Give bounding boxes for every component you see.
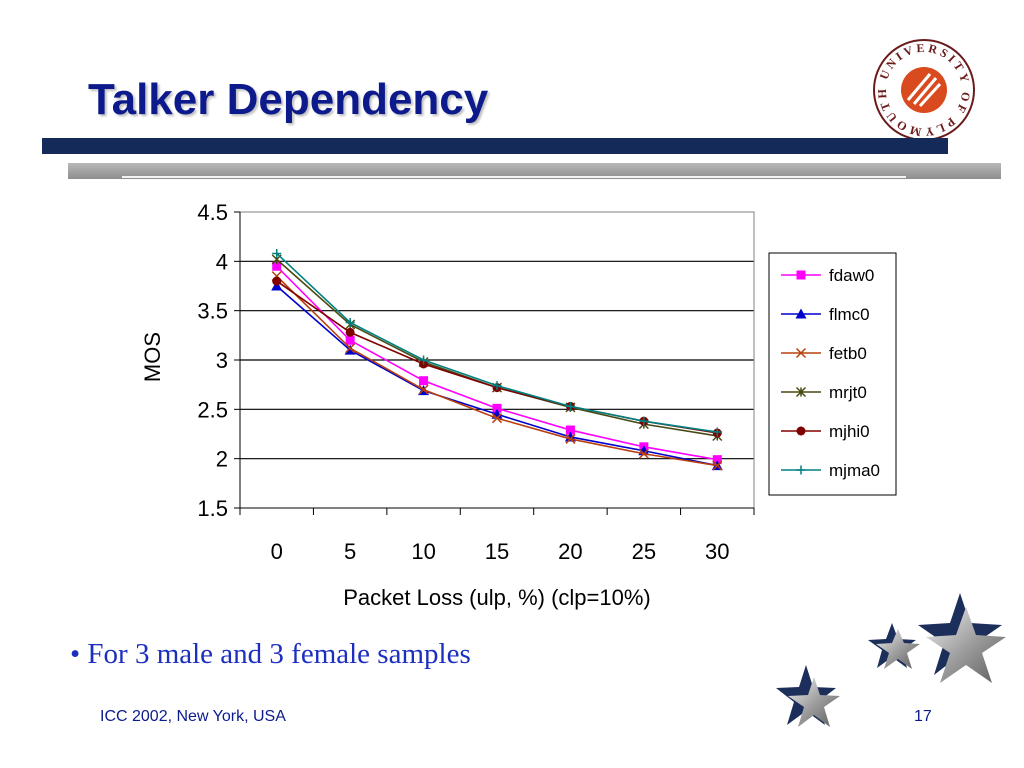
- header-rule-gray: [68, 163, 1001, 179]
- data-point: [638, 448, 649, 459]
- data-point: [492, 403, 502, 413]
- chart-series: [271, 248, 723, 471]
- y-tick-label: 1.5: [197, 496, 228, 521]
- x-tick-label: 30: [705, 539, 729, 564]
- data-point: [272, 248, 282, 258]
- data-point: [419, 355, 429, 365]
- page-number: 17: [914, 708, 932, 725]
- data-point: [418, 384, 429, 395]
- x-axis-label: Packet Loss (ulp, %) (clp=10%): [343, 585, 651, 610]
- data-point: [345, 343, 356, 354]
- x-tick-label: 15: [485, 539, 509, 564]
- series-fdaw0: [272, 261, 722, 465]
- legend-item: fetb0: [781, 344, 867, 363]
- header-rule-highlight: [122, 176, 906, 178]
- x-tick-label: 0: [271, 539, 283, 564]
- series-line: [276, 265, 718, 461]
- data-point: [491, 413, 503, 424]
- data-point: [795, 308, 807, 319]
- data-point: [565, 433, 576, 444]
- legend-item: fdaw0: [781, 266, 874, 285]
- data-point: [796, 270, 806, 280]
- decorative-stars: [776, 593, 1006, 727]
- series-mjma0: [272, 248, 722, 437]
- data-point: [796, 465, 806, 475]
- university-logo: UNIVERSITY OF PLYMOUTH: [872, 38, 976, 142]
- legend-label: flmc0: [829, 305, 870, 324]
- x-tick-label: 20: [558, 539, 582, 564]
- legend-label: mrjt0: [829, 383, 867, 402]
- bullet-text: • For 3 male and 3 female samples: [70, 638, 471, 670]
- x-tick-label: 5: [344, 539, 356, 564]
- chart-legend: fdaw0 flmc0 fetb0 mrjt0 mjhi0 mjma0: [768, 252, 897, 496]
- legend-label: mjhi0: [829, 422, 870, 441]
- y-axis-ticks: 1.5 2 2.5 3 3.5 4 4.5: [197, 200, 241, 521]
- data-point: [796, 426, 806, 436]
- data-point: [712, 455, 722, 465]
- data-point: [639, 416, 649, 426]
- data-point: [795, 347, 807, 359]
- data-point: [345, 327, 355, 337]
- data-point: [272, 261, 282, 271]
- x-axis-ticks: 0 5 10 15 20 25 30: [239, 507, 755, 564]
- header-rule-navy: [42, 138, 948, 154]
- data-point: [712, 427, 722, 437]
- series-fetb0: [271, 271, 723, 471]
- data-point: [565, 401, 575, 411]
- footer-conference: ICC 2002, New York, USA: [100, 708, 286, 725]
- legend-label: fdaw0: [829, 266, 874, 285]
- y-tick-label: 2.5: [197, 397, 228, 422]
- x-tick-label: 25: [632, 539, 656, 564]
- series-flmc0: [271, 280, 723, 471]
- mos-line-chart: 1.5 2 2.5 3 3.5 4 4.5 0 5 10 15 20 25 30 MOS Packet …: [140, 200, 897, 610]
- data-point: [345, 318, 355, 328]
- star-icon: [868, 623, 920, 669]
- star-icon: [776, 665, 840, 727]
- legend-item: mrjt0: [781, 383, 867, 402]
- data-point: [419, 376, 429, 386]
- y-tick-label: 3.5: [197, 299, 228, 324]
- legend-item: mjma0: [781, 461, 880, 480]
- series-line: [276, 275, 718, 467]
- legend-item: mjhi0: [781, 422, 870, 441]
- data-point: [565, 425, 575, 435]
- data-point: [795, 386, 807, 398]
- y-axis-label: MOS: [140, 332, 165, 382]
- data-point: [345, 335, 355, 345]
- data-point: [712, 460, 723, 471]
- star-icon: [918, 593, 1006, 683]
- data-point: [272, 276, 282, 286]
- y-tick-label: 4: [216, 249, 228, 274]
- page-title: Talker Dependency: [88, 75, 489, 124]
- legend-label: mjma0: [829, 461, 880, 480]
- y-tick-label: 3: [216, 348, 228, 373]
- legend-box: [768, 252, 897, 496]
- x-tick-label: 10: [411, 539, 435, 564]
- y-tick-label: 4.5: [197, 200, 228, 225]
- legend-item: flmc0: [781, 305, 870, 324]
- y-tick-label: 2: [216, 447, 228, 472]
- data-point: [492, 381, 502, 391]
- series-line: [276, 285, 718, 467]
- data-point: [344, 344, 356, 355]
- legend-label: fetb0: [829, 344, 867, 363]
